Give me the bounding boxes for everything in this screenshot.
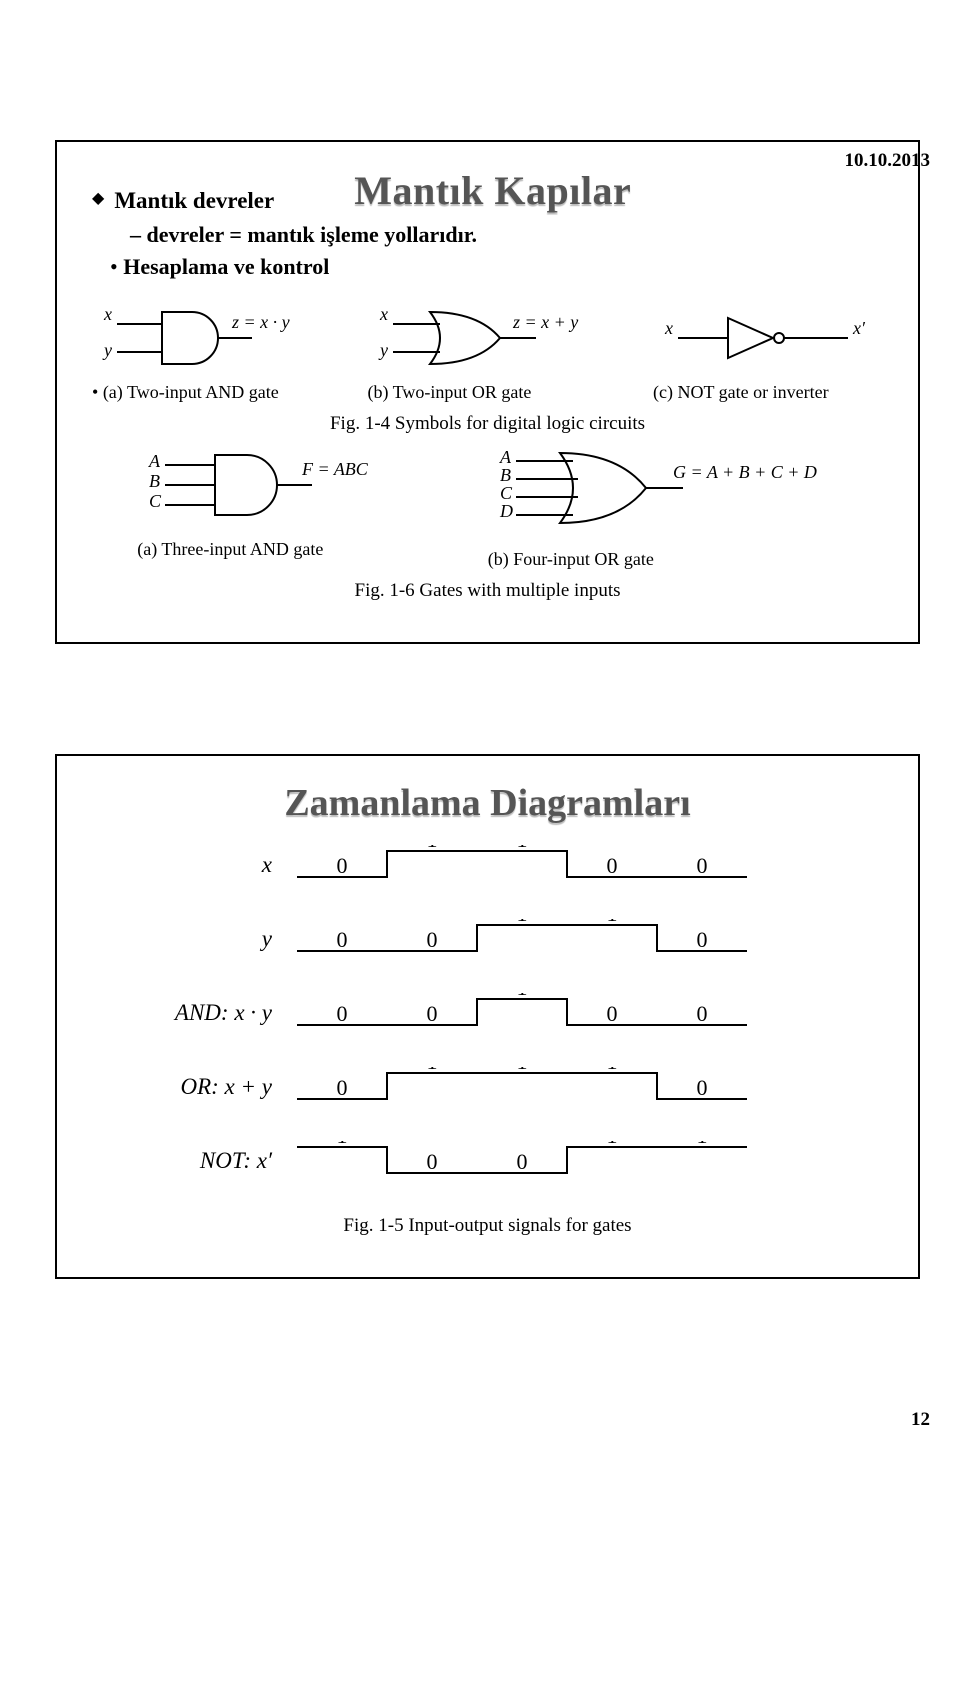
timing-value: 1 [607,919,618,926]
and-gate-block: x y z = x · y • (a) Two-input AND gate [92,298,312,403]
timing-row: x 0 1 1 0 0 [132,845,843,885]
or4-caption: (b) Four-input OR gate [488,549,838,570]
timing-value: 1 [517,845,528,852]
timing-label: OR: x + y [132,1074,292,1100]
or-caption: (b) Two-input OR gate [368,382,598,403]
timing-value: 1 [607,1067,618,1074]
fig15-caption: Fig. 1-5 Input-output signals for gates [92,1215,883,1237]
slide1-line1: – devreler = mantık işleme yollarıdır. [130,222,883,248]
and3-in-c: C [149,491,162,511]
not-in: x [664,318,673,338]
page-number: 12 [0,1389,960,1451]
or4-in-c: C [500,483,513,503]
timing-value: 1 [517,919,528,926]
timing-value: 1 [517,1067,528,1074]
and-out: z = x · y [231,312,290,332]
timing-value: 0 [337,853,348,878]
and-in-y: y [102,340,112,360]
timing-value: 0 [697,1075,708,1100]
or4-in-b: B [500,465,511,485]
timing-container: x01100y00110AND: x · y00100OR: x + y0111… [132,845,843,1181]
or-out: z = x + y [512,312,578,332]
timing-row: y 0 0 1 1 0 [132,919,843,959]
timing-value: 0 [427,1149,438,1174]
fig14-caption: Fig. 1-4 Symbols for digital logic circu… [92,413,883,435]
gate-row-top: x y z = x · y • (a) Two-input AND gate x… [92,298,883,403]
and3-gate-icon: A B C F = ABC [137,445,397,535]
or-in-y: y [378,340,388,360]
not-out: x′ [852,318,866,338]
timing-value: 1 [337,1141,348,1148]
not-caption: (c) NOT gate or inverter [653,382,883,403]
and3-gate-block: A B C F = ABC (a) Three-input AND gate [137,445,397,560]
header-date: 10.10.2013 [845,150,931,172]
slide-timing: Zamanlama Diagramları x01100y00110AND: x… [55,754,920,1279]
slide1-subhead: Mantık devreler [114,188,274,214]
and-caption-text: (a) Two-input AND gate [103,382,279,402]
timing-value: 0 [607,1001,618,1026]
slide1-line2: Hesaplama ve kontrol [110,254,883,280]
slide-logic-gates: ◆ Mantık devreler Mantık Kapılar – devre… [55,140,920,644]
timing-wave: 1 0 0 1 1 [292,1141,752,1181]
timing-label: AND: x · y [132,1000,292,1026]
or4-gate-icon: A B C D G = A + B + C + D [488,445,838,545]
timing-value: 1 [517,993,528,1000]
timing-value: 0 [697,853,708,878]
timing-value: 0 [607,853,618,878]
or-gate-icon: x y z = x + y [368,298,598,378]
timing-value: 1 [697,1141,708,1148]
timing-value: 0 [337,1075,348,1100]
timing-label: x [132,852,292,878]
timing-label: NOT: x′ [132,1148,292,1174]
slide1-title: Mantık Kapılar [354,167,631,214]
timing-row: AND: x · y 0 0 1 0 0 [132,993,843,1033]
timing-wave: 0 0 1 0 0 [292,993,752,1033]
or-in-x: x [379,304,388,324]
timing-value: 1 [607,1141,618,1148]
and3-caption: (a) Three-input AND gate [137,539,397,560]
or-gate-block: x y z = x + y (b) Two-input OR gate [368,298,598,403]
timing-row: NOT: x′ 1 0 0 1 1 [132,1141,843,1181]
or4-in-d: D [499,501,513,521]
timing-value: 0 [517,1149,528,1174]
and-in-x: x [103,304,112,324]
fig16-caption: Fig. 1-6 Gates with multiple inputs [92,580,883,602]
timing-wave: 0 1 1 1 0 [292,1067,752,1107]
or4-in-a: A [499,447,512,467]
timing-value: 0 [427,1001,438,1026]
and3-out: F = ABC [301,459,369,479]
timing-value: 0 [697,1001,708,1026]
and3-in-b: B [149,471,160,491]
timing-row: OR: x + y 0 1 1 1 0 [132,1067,843,1107]
timing-value: 0 [337,1001,348,1026]
slide2-title: Zamanlama Diagramları [92,781,883,825]
not-gate-icon: x x′ [653,298,883,378]
and3-in-a: A [148,451,161,471]
timing-value: 1 [427,845,438,852]
and-gate-icon: x y z = x · y [92,298,312,378]
timing-value: 1 [427,1067,438,1074]
timing-value: 0 [697,927,708,952]
or4-gate-block: A B C D G = A + B + C + D (b) Four-input… [488,445,838,570]
gate-row-bottom: A B C F = ABC (a) Three-input AND gate A… [92,445,883,570]
timing-value: 0 [427,927,438,952]
and-caption: • (a) Two-input AND gate [92,382,312,403]
bullet-icon: ◆ [92,188,104,208]
not-gate-block: x x′ (c) NOT gate or inverter [653,298,883,403]
timing-label: y [132,926,292,952]
timing-value: 0 [337,927,348,952]
or4-out: G = A + B + C + D [673,462,817,482]
timing-wave: 0 0 1 1 0 [292,919,752,959]
timing-wave: 0 1 1 0 0 [292,845,752,885]
